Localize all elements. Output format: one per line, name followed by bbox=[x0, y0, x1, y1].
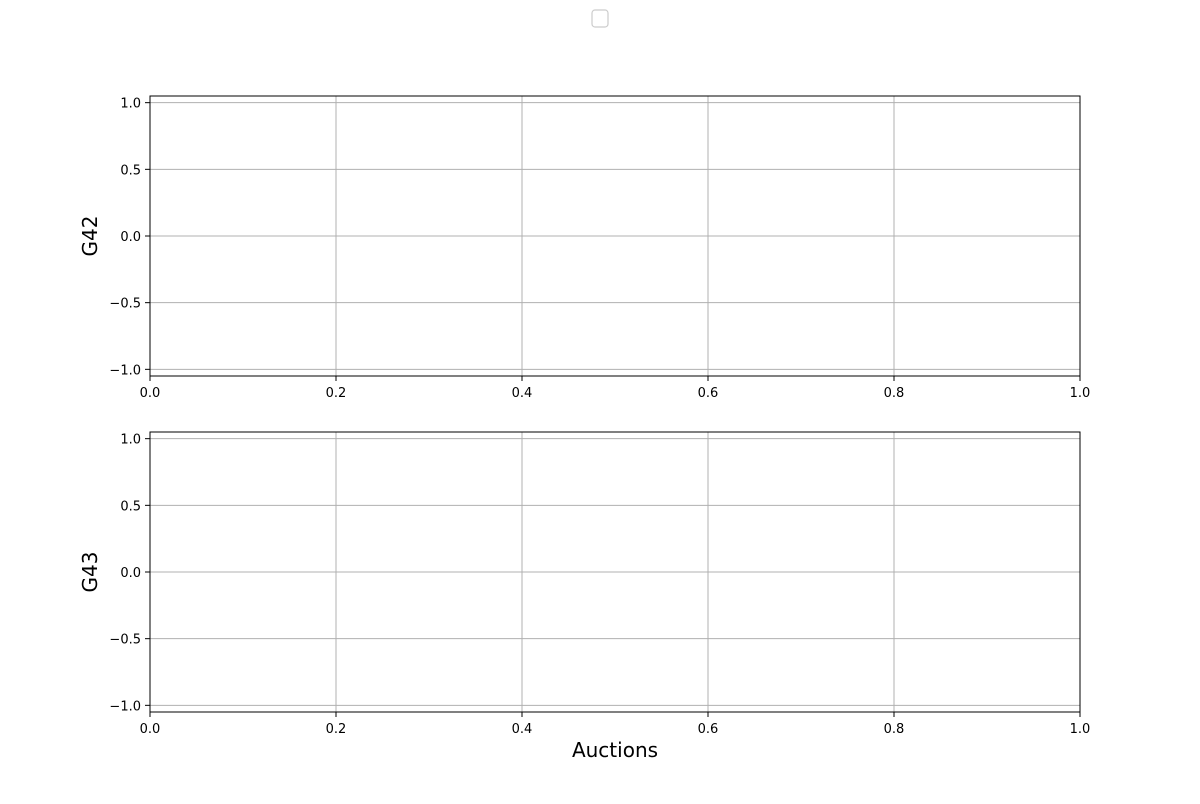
x-tick-label: 0.2 bbox=[326, 722, 347, 737]
x-tick-label: 0.2 bbox=[326, 386, 347, 401]
x-tick-label: 0.0 bbox=[140, 722, 161, 737]
subplots: 0.0 0.2 0.4 0.6 0.8 1.0−1.0−0.50.00.51.0G420.… bbox=[78, 95, 1091, 762]
axes-frame bbox=[149, 431, 1081, 713]
subplot-2: 0.0 0.2 0.4 0.6 0.8 1.0 −1.0 −0.5 0.0 0.5 1.0 G43 Au… bbox=[78, 431, 1091, 762]
y-axis-label: G42 bbox=[78, 216, 102, 257]
y-tick-label: 0.5 bbox=[120, 499, 141, 514]
x-tick-label: 0.4 bbox=[512, 722, 533, 737]
y-tick-label: 1.0 bbox=[120, 97, 141, 112]
y-axis-label: G43 bbox=[78, 552, 102, 593]
x-tick-label: 1.0 bbox=[1070, 722, 1091, 737]
empty-legend-box bbox=[591, 9, 609, 28]
x-tick-label: 0.4 bbox=[512, 386, 533, 401]
y-tick-label: 0.5 bbox=[120, 163, 141, 178]
y-tick-label: −0.5 bbox=[109, 633, 141, 648]
y-tick-label: 0.0 bbox=[120, 566, 141, 581]
axes-frame bbox=[149, 95, 1081, 377]
x-tick-label: 0.6 bbox=[698, 386, 719, 401]
x-tick-label: 0.8 bbox=[884, 386, 905, 401]
x-tick-label: 0.6 bbox=[698, 722, 719, 737]
subplot-1: 0.0 0.2 0.4 0.6 0.8 1.0 −1.0 −0.5 0.0 0.5 1.0 G42 bbox=[78, 95, 1091, 401]
y-tick-label: −0.5 bbox=[109, 297, 141, 312]
x-axis-label: Auctions bbox=[572, 738, 658, 762]
x-tick-label: 1.0 bbox=[1070, 386, 1091, 401]
x-tick-label: 0.0 bbox=[140, 386, 161, 401]
y-tick-label: 1.0 bbox=[120, 433, 141, 448]
y-tick-label: −1.0 bbox=[109, 363, 141, 378]
x-tick-label: 0.8 bbox=[884, 722, 905, 737]
y-tick-label: 0.0 bbox=[120, 230, 141, 245]
y-tick-label: −1.0 bbox=[109, 699, 141, 714]
